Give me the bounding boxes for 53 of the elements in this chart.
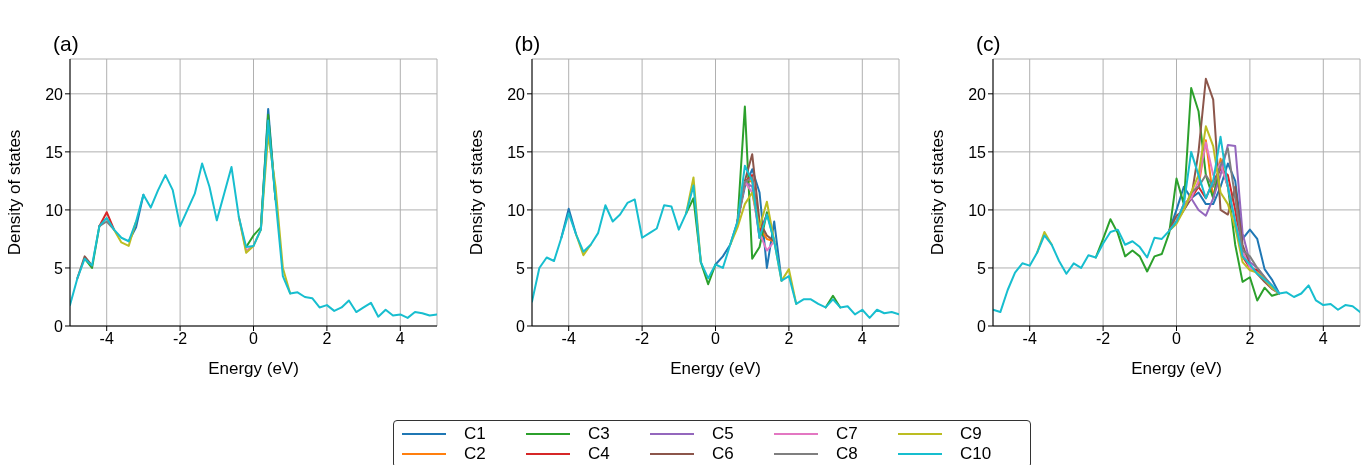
y-tick-label: 15 xyxy=(506,143,525,161)
line-series xyxy=(993,135,1360,314)
x-tick-label: -4 xyxy=(99,330,114,348)
line-series xyxy=(531,164,899,319)
y-tick-label: 0 xyxy=(977,317,987,335)
y-tick-label: 5 xyxy=(515,259,525,277)
y-tick-label: 20 xyxy=(968,85,987,103)
y-axis-title: Density of states xyxy=(466,129,486,256)
y-tick-label: 5 xyxy=(54,259,64,277)
x-tick-label: 0 xyxy=(710,330,720,348)
legend-label: C7 xyxy=(836,424,858,444)
x-tick-label: -2 xyxy=(1095,330,1111,348)
x-tick-label: 2 xyxy=(1245,330,1255,348)
legend-label: C4 xyxy=(588,444,610,464)
legend-label: C8 xyxy=(836,444,858,464)
chart-title: (c) xyxy=(976,32,1001,56)
y-tick-label: 15 xyxy=(968,143,987,161)
x-tick-label: -4 xyxy=(1022,330,1037,348)
legend-label: C2 xyxy=(464,444,486,464)
line-series xyxy=(70,119,437,319)
y-tick-label: 0 xyxy=(515,317,525,335)
x-tick-label: 2 xyxy=(322,330,332,348)
x-axis-title: Energy (eV) xyxy=(1131,359,1222,378)
x-tick-label: -4 xyxy=(561,330,576,348)
chart-title: (a) xyxy=(53,32,79,56)
x-tick-label: 4 xyxy=(857,330,867,348)
x-tick-label: 4 xyxy=(1318,330,1328,348)
legend-label: C6 xyxy=(712,444,734,464)
y-tick-label: 15 xyxy=(45,143,64,161)
y-tick-label: 10 xyxy=(45,201,64,219)
x-tick-label: 4 xyxy=(395,330,405,348)
y-tick-label: 10 xyxy=(968,201,987,219)
x-tick-label: 2 xyxy=(783,330,793,348)
legend-label: C9 xyxy=(960,424,982,444)
x-tick-label: -2 xyxy=(634,330,649,348)
y-tick-label: 10 xyxy=(506,201,525,219)
y-tick-label: 0 xyxy=(54,317,64,335)
legend-label: C3 xyxy=(588,424,610,444)
x-axis-title: Energy (eV) xyxy=(208,359,299,378)
legend-label: C1 xyxy=(464,424,486,444)
y-tick-label: 20 xyxy=(45,85,64,103)
y-tick-label: 5 xyxy=(977,259,987,277)
legend-label: C10 xyxy=(960,444,992,464)
y-axis-title: Density of states xyxy=(928,129,948,256)
x-axis-title: Energy (eV) xyxy=(669,359,761,378)
y-axis-title: Density of states xyxy=(5,129,25,256)
x-tick-label: 0 xyxy=(1172,330,1182,348)
y-tick-label: 20 xyxy=(506,85,525,103)
x-tick-label: 0 xyxy=(249,330,259,348)
line-series xyxy=(1094,87,1281,302)
chart-title: (b) xyxy=(514,32,541,56)
legend-label: C5 xyxy=(712,424,734,444)
x-tick-label: -2 xyxy=(172,330,188,348)
